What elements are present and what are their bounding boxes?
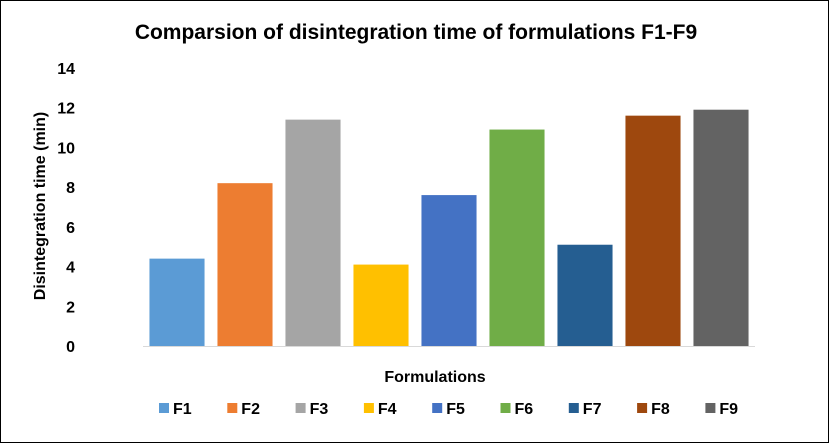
bar-f3 [285,119,341,346]
y-tick-label: 12 [57,101,75,118]
legend-swatch-f9 [705,403,716,413]
y-tick-label: 8 [66,180,75,197]
legend-label-f5: F5 [446,401,465,418]
legend-label-f8: F8 [651,401,670,418]
bar-f8 [625,115,681,347]
y-tick-label: 6 [66,220,75,237]
x-axis-title: Formulations [384,369,485,386]
bar-f9 [693,109,749,346]
chart-title: Comparsion of disintegration time of for… [135,21,697,44]
bar-f4 [353,264,409,346]
bars-group [149,109,749,347]
legend-label-f4: F4 [378,401,397,418]
legend-label-f1: F1 [173,401,192,418]
y-axis-ticks: 0 2 4 6 8 10 12 14 [57,61,75,356]
legend-label-f6: F6 [515,401,534,418]
bar-f1 [149,258,205,346]
legend-swatch-f8 [637,403,648,413]
legend-swatch-f5 [432,403,443,413]
y-tick-label: 2 [66,299,75,316]
y-tick-label: 14 [57,61,75,78]
legend: F1 F2 F3 F4 F5 F6 F7 F8 F9 [159,401,738,418]
y-axis-title: Disintegration time (min) [32,112,49,300]
legend-swatch-f6 [500,403,511,413]
legend-label-f7: F7 [583,401,602,418]
bar-f2 [217,183,273,346]
bar-f7 [557,244,613,346]
legend-swatch-f7 [568,403,579,413]
legend-swatch-f2 [227,403,238,413]
bar-f6 [489,129,545,346]
y-tick-label: 0 [66,339,75,356]
legend-label-f3: F3 [310,401,329,418]
bar-f5 [421,195,477,346]
y-tick-label: 4 [66,260,75,277]
legend-swatch-f1 [159,403,169,413]
legend-swatch-f3 [295,403,306,413]
legend-label-f2: F2 [241,401,260,418]
legend-swatch-f4 [363,403,374,413]
y-tick-label: 10 [57,140,75,157]
legend-label-f9: F9 [719,401,738,418]
